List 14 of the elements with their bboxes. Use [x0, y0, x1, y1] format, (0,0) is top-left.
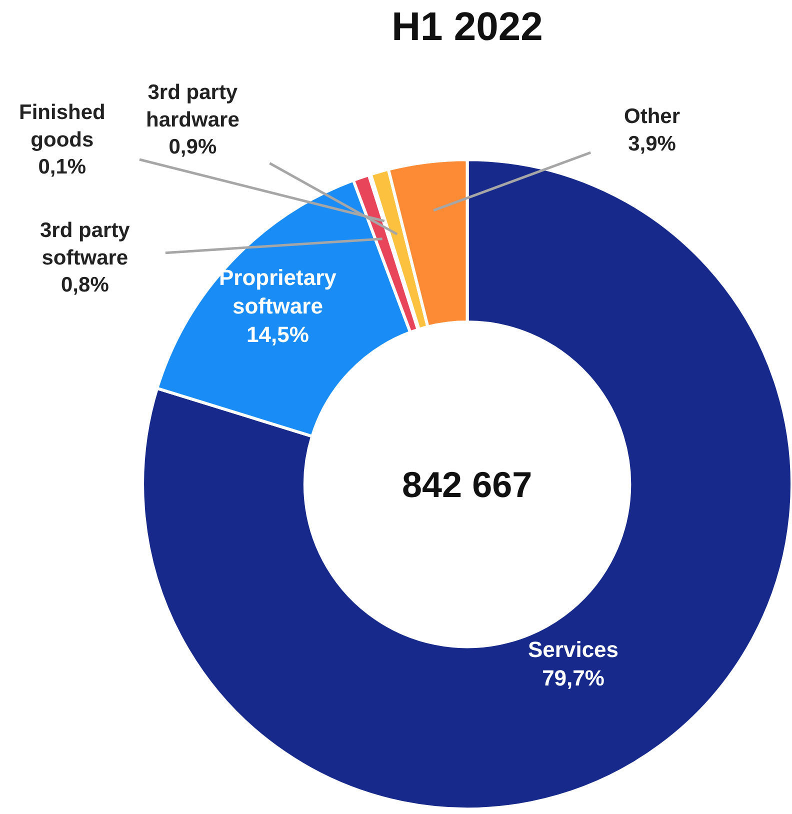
- data-label: 0,8%: [61, 274, 110, 297]
- data-label: 79,7%: [542, 666, 604, 691]
- slice-label: Other: [624, 105, 680, 128]
- slice-label: 3rd party software: [40, 219, 130, 270]
- text: 842 667: [402, 464, 532, 505]
- data-label: 0,1%: [38, 156, 86, 179]
- data-label: 3,9%: [628, 132, 676, 156]
- slice-label: Proprietary software: [219, 265, 338, 319]
- chart-title: H1 2022: [392, 5, 543, 50]
- slice-label: Finished goods: [19, 101, 106, 152]
- slice-label: 3rd party hardware: [146, 81, 240, 132]
- slice-label: Services: [528, 637, 619, 662]
- data-label: 14,5%: [246, 322, 309, 348]
- data-label: 0,9%: [168, 136, 217, 159]
